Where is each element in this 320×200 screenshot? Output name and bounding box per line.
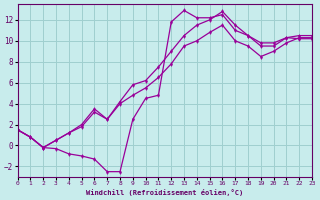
- X-axis label: Windchill (Refroidissement éolien,°C): Windchill (Refroidissement éolien,°C): [86, 189, 244, 196]
